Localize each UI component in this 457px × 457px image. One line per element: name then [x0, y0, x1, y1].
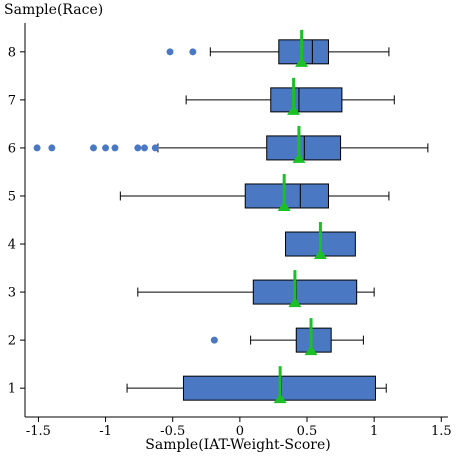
outlier-point: [166, 48, 174, 56]
y-tick-label: 8: [8, 45, 16, 60]
y-axis-title: Sample(Race): [4, 2, 103, 18]
mean-marker-triangle: [295, 56, 309, 67]
outlier-point: [102, 144, 110, 152]
plot-area: -1.5 -1 -0.5 0 0.5 1 1.5 1 2 3 4 5 6 7 8: [8, 23, 452, 439]
y-tick-label: 5: [8, 189, 16, 204]
outlier-point: [134, 144, 142, 152]
y-tick-label: 2: [8, 334, 16, 349]
y-tick-label: 6: [8, 141, 16, 156]
mean-marker-triangle: [313, 249, 327, 260]
box-iqr: [252, 279, 358, 305]
x-tick-label: 0.5: [297, 424, 318, 439]
box-iqr: [295, 327, 332, 353]
outlier-point: [33, 144, 41, 152]
y-tick-label: 1: [8, 382, 16, 397]
x-tick-label: -1: [99, 424, 112, 439]
x-axis-title: Sample(IAT-Weight-Score): [145, 437, 330, 453]
mean-marker-triangle: [304, 345, 318, 356]
y-tick-label: 3: [8, 286, 16, 301]
mean-marker-triangle: [277, 200, 291, 211]
y-tick-label: 7: [8, 93, 16, 108]
x-tick-label: 0: [236, 424, 244, 439]
outlier-point: [141, 144, 149, 152]
x-tick-label: -1.5: [26, 424, 51, 439]
outlier-point: [189, 48, 197, 56]
box-iqr: [278, 39, 329, 65]
y-tick-label: 4: [8, 238, 16, 253]
mean-marker-triangle: [288, 297, 302, 308]
outlier-point: [151, 144, 159, 152]
box-iqr: [244, 183, 329, 209]
outlier-point: [210, 336, 218, 344]
outlier-point: [48, 144, 56, 152]
mean-marker-triangle: [273, 393, 287, 404]
box-iqr: [266, 135, 342, 161]
mean-marker-triangle: [292, 152, 306, 163]
outlier-point: [89, 144, 97, 152]
box-iqr: [270, 87, 343, 113]
x-tick-label: 1: [370, 424, 378, 439]
x-tick-label: -0.5: [160, 424, 185, 439]
mean-marker-triangle: [287, 104, 301, 115]
outlier-point: [111, 144, 119, 152]
x-tick-label: 1.5: [431, 424, 452, 439]
